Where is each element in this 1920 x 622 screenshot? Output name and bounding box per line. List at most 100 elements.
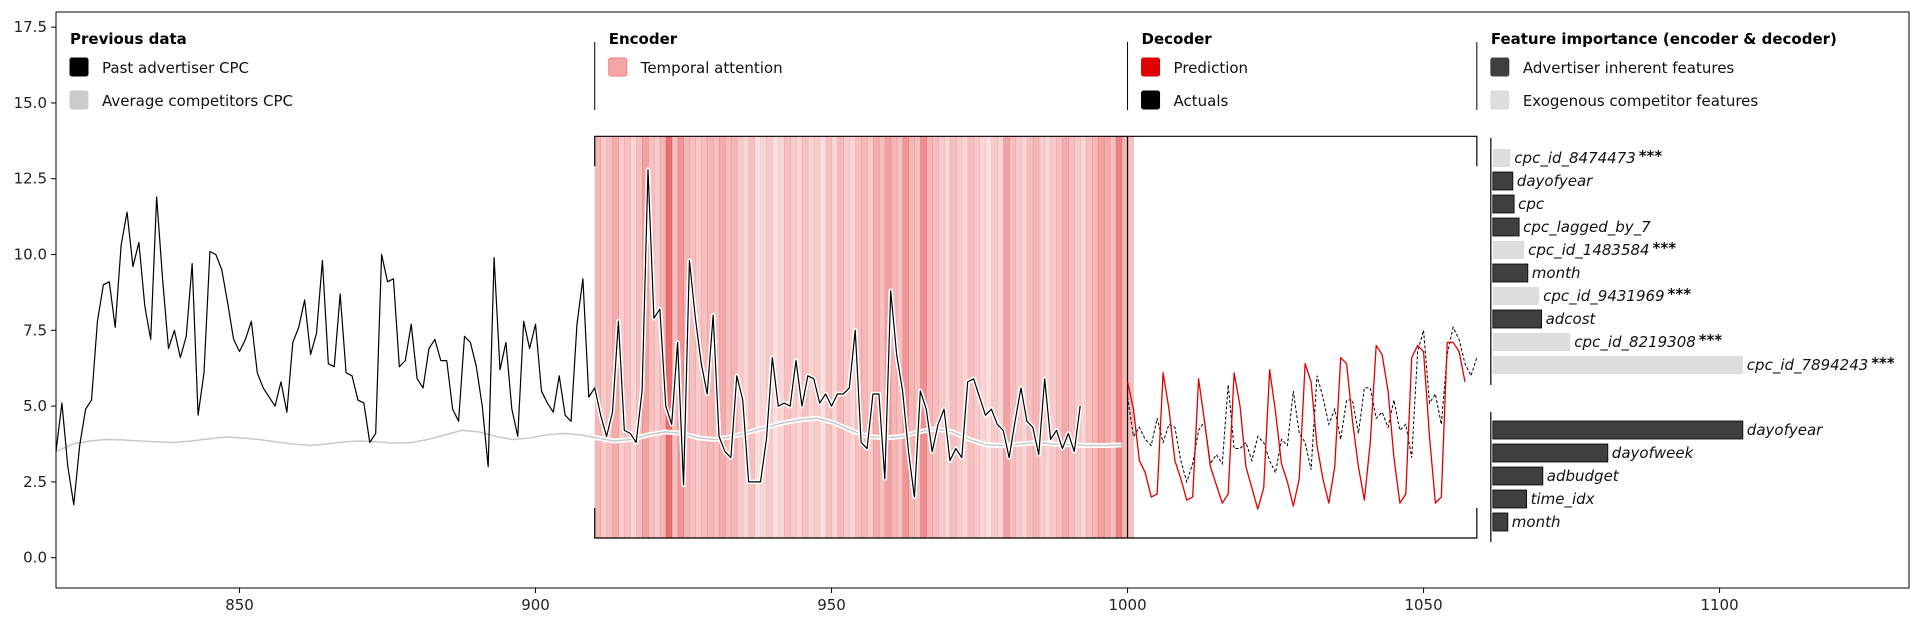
x-tick-label: 950 (817, 596, 846, 614)
attention-strip (1080, 136, 1087, 538)
attention-strip (837, 136, 844, 538)
feature-bar (1492, 287, 1540, 305)
attention-strip (1115, 136, 1123, 538)
legend-title: Decoder (1142, 30, 1213, 48)
x-tick-label: 1100 (1700, 596, 1738, 614)
feature-importance-bars: cpc_id_8474473 ***dayofyearcpccpc_lagged_… (1490, 138, 1895, 542)
attention-strip (944, 136, 951, 538)
attention-strip (671, 136, 679, 538)
feature-bar (1492, 356, 1743, 374)
attention-strip (1068, 136, 1075, 538)
attention-strip (938, 136, 945, 538)
feature-label: dayofyear (1747, 421, 1823, 439)
legend-label: Temporal attention (640, 59, 783, 77)
attention-strip (1092, 136, 1099, 538)
legend-label: Past advertiser CPC (102, 59, 249, 77)
feature-bar (1492, 149, 1511, 167)
attention-strip (920, 136, 927, 538)
attention-strip (807, 136, 815, 538)
significance-stars: *** (1699, 331, 1723, 349)
attention-strip (677, 136, 685, 538)
attention-strip (648, 136, 655, 538)
y-tick-label: 0.0 (23, 549, 47, 567)
attention-strip (872, 136, 880, 538)
attention-strip (1062, 136, 1069, 538)
attention-strip (636, 136, 643, 538)
attention-strip (1038, 136, 1046, 538)
decoder-frame (1127, 135, 1478, 539)
feature-label: cpc (1518, 195, 1545, 213)
encoder-frame (594, 135, 1129, 539)
attention-strip (594, 136, 602, 538)
legend-label: Actuals (1174, 92, 1229, 110)
series-actuals (1127, 325, 1478, 484)
feature-label: month (1512, 513, 1561, 531)
attention-strip (896, 136, 904, 538)
attention-strip (991, 136, 998, 538)
attention-strip (932, 136, 939, 538)
attention-strip (801, 136, 809, 538)
attention-heatmap (594, 136, 1134, 538)
attention-strip (867, 136, 874, 538)
feature-label: cpc_id_7894243 (1747, 356, 1869, 375)
attention-strip (748, 136, 756, 538)
attention-strip (1050, 136, 1057, 538)
legend-label: Prediction (1174, 59, 1249, 77)
feature-bar (1492, 241, 1525, 259)
attention-strip (1074, 136, 1081, 538)
significance-stars: *** (1639, 147, 1663, 165)
feature-bar (1492, 512, 1509, 532)
x-tick-label: 850 (225, 596, 254, 614)
attention-strip (618, 136, 625, 538)
attention-strip (1086, 136, 1093, 538)
attention-strip (742, 136, 750, 538)
attention-strip (908, 136, 915, 538)
attention-strip (855, 136, 862, 538)
legend-label: Advertiser inherent features (1523, 59, 1735, 77)
attention-strip (1032, 136, 1040, 538)
feature-label: cpc_id_8219308 (1574, 333, 1696, 352)
attention-strip (1121, 136, 1129, 538)
attention-strip (724, 136, 732, 538)
attention-strip (1103, 136, 1111, 538)
feature-bar (1492, 171, 1514, 191)
attention-strip (1020, 136, 1028, 538)
x-tick-label: 1050 (1404, 596, 1442, 614)
legend-label: Exogenous competitor features (1523, 92, 1759, 110)
legend-swatch (1141, 57, 1161, 77)
attention-strip (796, 136, 803, 538)
legend-label: Average competitors CPC (102, 92, 293, 110)
attention-strip (926, 136, 933, 538)
attention-strip (701, 136, 708, 538)
attention-strip (914, 136, 921, 538)
legend-title: Encoder (609, 30, 678, 48)
attention-strip (778, 136, 785, 538)
attention-strip (1003, 136, 1010, 538)
feature-label: time_idx (1531, 490, 1595, 509)
x-tick-label: 900 (521, 596, 550, 614)
legend: Previous data Past advertiser CPC Average … (69, 30, 1837, 110)
attention-strip (831, 136, 838, 538)
feature-bar (1492, 420, 1744, 440)
attention-strip (630, 136, 637, 538)
series-prediction (1126, 341, 1466, 510)
attention-strip (902, 136, 909, 538)
series-avg-competitor-cpc (55, 417, 1122, 453)
feature-label: dayofyear (1517, 172, 1593, 190)
attention-strip (955, 136, 963, 538)
legend-swatch (69, 90, 89, 110)
attention-strip (949, 136, 957, 538)
feature-label: adcost (1546, 310, 1597, 328)
attention-strip (1109, 136, 1117, 538)
feature-label: month (1532, 264, 1581, 282)
attention-strip (719, 136, 726, 538)
feature-label: cpc_id_8474473 (1514, 149, 1636, 168)
attention-strip (985, 136, 992, 538)
attention-strip (606, 136, 613, 538)
attention-strip (979, 136, 986, 538)
attention-strip (878, 136, 886, 538)
feature-label: cpc_id_9431969 (1543, 287, 1665, 306)
series-lines (54, 167, 1478, 510)
significance-stars: *** (1653, 239, 1677, 257)
